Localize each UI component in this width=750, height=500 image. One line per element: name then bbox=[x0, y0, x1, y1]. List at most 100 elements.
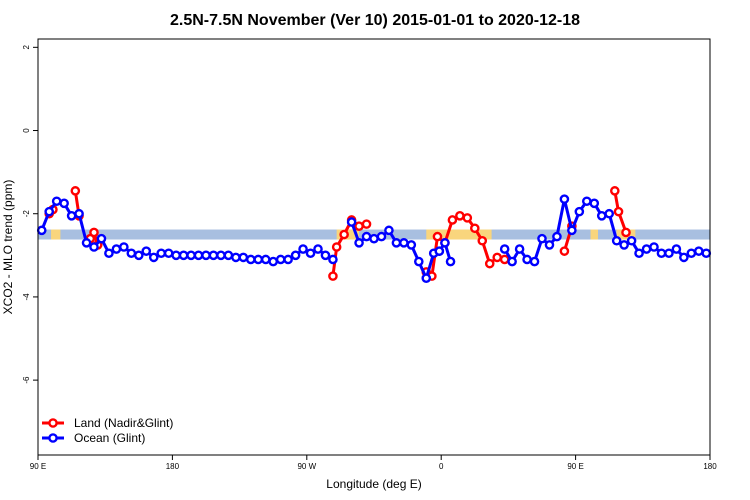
series-0-point bbox=[492, 252, 503, 263]
series-1-point bbox=[238, 252, 249, 263]
series-1-point bbox=[59, 198, 69, 209]
x-tick-label: 180 bbox=[166, 462, 180, 471]
series-1-point bbox=[421, 273, 432, 284]
x-axis-label: Longitude (deg E) bbox=[326, 477, 421, 491]
series-0-point bbox=[455, 210, 465, 221]
series-0-point bbox=[610, 186, 620, 196]
series-0-point bbox=[331, 242, 342, 252]
x-tick-label: 90 W bbox=[297, 462, 316, 471]
series-1-point bbox=[701, 248, 712, 259]
series-1-point bbox=[260, 254, 271, 265]
series-0-point bbox=[621, 227, 631, 238]
x-tick-label: 180 bbox=[703, 462, 717, 471]
series-1-point bbox=[544, 240, 555, 250]
series-1-point bbox=[133, 250, 144, 261]
series-0-point bbox=[361, 219, 372, 229]
series-1-point bbox=[391, 238, 402, 248]
series-1-point bbox=[81, 238, 92, 248]
series-1-point bbox=[649, 242, 659, 252]
series-1-point bbox=[434, 246, 445, 256]
series-1-point bbox=[268, 256, 279, 267]
series-0-point bbox=[70, 186, 81, 196]
series-1-point bbox=[354, 238, 364, 248]
series-1-point bbox=[283, 254, 293, 265]
series-1-point bbox=[126, 248, 137, 259]
series-1-point bbox=[361, 231, 372, 242]
series-1-point bbox=[619, 240, 629, 250]
series-1-point bbox=[537, 233, 547, 244]
series-1-point bbox=[369, 233, 379, 244]
series-1-point bbox=[445, 256, 456, 267]
land-band-segment-0 bbox=[51, 229, 61, 240]
series-1-point bbox=[275, 254, 286, 265]
series-0-point bbox=[484, 258, 495, 269]
y-tick-label: -6 bbox=[22, 376, 31, 384]
series-1-point bbox=[298, 244, 308, 254]
series-0-point bbox=[339, 229, 349, 240]
series-1-point bbox=[399, 238, 409, 248]
series-1-point bbox=[253, 254, 264, 265]
series-1-point bbox=[574, 206, 585, 217]
series-1-point bbox=[664, 248, 674, 259]
series-1-point bbox=[305, 248, 316, 259]
series-0-point bbox=[477, 235, 488, 246]
y-tick-label: -4 bbox=[22, 293, 31, 301]
series-1-point bbox=[694, 246, 704, 256]
series-1-point bbox=[384, 225, 394, 236]
series-1-point bbox=[346, 217, 357, 227]
legend-marker-0 bbox=[48, 418, 58, 428]
series-1-point bbox=[208, 250, 219, 261]
series-1-point bbox=[148, 252, 159, 263]
series-1-point bbox=[104, 248, 114, 259]
series-1-point bbox=[440, 238, 450, 248]
series-1-point bbox=[656, 248, 667, 259]
series-1-point bbox=[589, 198, 600, 209]
series-1-point bbox=[66, 210, 77, 221]
land-band-segment-2 bbox=[426, 229, 492, 240]
series-1-point bbox=[679, 252, 689, 263]
series-1-point bbox=[626, 235, 637, 246]
series-1-point bbox=[611, 235, 622, 246]
series-1-point bbox=[156, 248, 166, 259]
series-1-point bbox=[552, 231, 562, 242]
series-1-point bbox=[376, 231, 387, 242]
legend-label-1: Ocean (Glint) bbox=[74, 431, 145, 445]
series-1-point bbox=[201, 250, 211, 261]
series-0-point bbox=[499, 254, 510, 265]
series-1-point bbox=[119, 242, 129, 252]
series-1-point bbox=[290, 250, 301, 261]
series-0-point bbox=[559, 246, 570, 256]
series-1-point bbox=[245, 254, 256, 265]
series-1-point bbox=[671, 244, 682, 254]
y-tick-label: 0 bbox=[22, 128, 31, 133]
series-1-point bbox=[567, 225, 577, 236]
series-1-point bbox=[178, 250, 189, 261]
series-0-point bbox=[447, 215, 458, 225]
legend-marker-1 bbox=[48, 433, 58, 443]
series-1-point bbox=[559, 194, 570, 204]
series-1-point bbox=[216, 250, 226, 261]
x-tick-label: 90 E bbox=[567, 462, 583, 471]
series-1-point bbox=[686, 248, 697, 259]
series-0-point bbox=[354, 221, 364, 231]
series-1-point bbox=[499, 244, 510, 254]
series-1-point bbox=[634, 248, 644, 259]
series-1-point bbox=[328, 254, 338, 265]
y-tick-label: -2 bbox=[22, 210, 31, 218]
series-1-point bbox=[36, 225, 47, 236]
series-1-point bbox=[313, 244, 323, 254]
series-1-point bbox=[231, 252, 241, 263]
series-0-point bbox=[469, 223, 480, 234]
chart-title: 2.5N-7.5N November (Ver 10) 2015-01-01 t… bbox=[170, 12, 580, 29]
series-1-point bbox=[223, 250, 234, 261]
series-1-point bbox=[89, 242, 99, 252]
series-1-point bbox=[406, 240, 417, 250]
series-0-point bbox=[462, 213, 473, 223]
series-0-point bbox=[328, 271, 338, 281]
x-tick-label: 90 E bbox=[30, 462, 46, 471]
legend-label-0: Land (Nadir&Glint) bbox=[74, 416, 173, 430]
series-1-point bbox=[582, 196, 592, 207]
x-tick-label: 0 bbox=[439, 462, 444, 471]
x-axis: 90 E 180 90 W 0 90 E 180 bbox=[30, 455, 717, 471]
